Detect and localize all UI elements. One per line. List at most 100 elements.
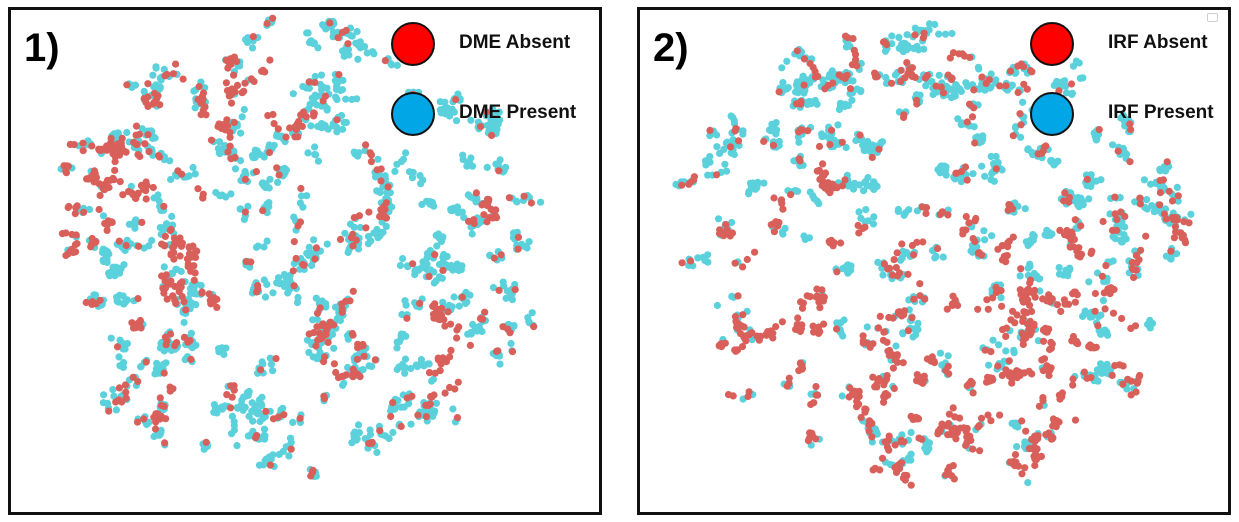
point-present	[238, 396, 246, 404]
point-present	[713, 301, 721, 310]
point-absent	[734, 137, 743, 145]
point-present	[379, 228, 387, 236]
point-present	[355, 39, 363, 47]
point-present	[478, 327, 486, 336]
point-absent	[171, 342, 179, 350]
point-absent	[176, 252, 184, 260]
point-absent	[156, 394, 164, 402]
point-absent	[184, 255, 192, 263]
point-absent	[949, 49, 958, 57]
point-present	[140, 244, 148, 252]
point-absent	[155, 152, 163, 160]
point-absent	[422, 413, 430, 421]
point-present	[728, 218, 736, 227]
point-absent	[998, 302, 1006, 310]
point-absent	[908, 70, 916, 78]
point-present	[212, 188, 220, 197]
point-present	[1045, 229, 1053, 237]
point-absent	[1066, 243, 1074, 251]
point-absent	[1031, 432, 1039, 440]
point-absent	[1061, 231, 1069, 239]
point-present	[311, 72, 319, 81]
point-present	[353, 95, 361, 103]
point-present	[191, 170, 199, 178]
point-present	[537, 198, 545, 206]
point-absent	[1027, 67, 1035, 75]
point-absent	[64, 203, 72, 212]
point-absent	[987, 417, 995, 425]
point-absent	[349, 287, 357, 295]
point-present	[269, 367, 277, 375]
point-absent	[290, 238, 298, 246]
point-absent	[66, 140, 74, 148]
point-absent	[966, 100, 974, 108]
point-absent	[898, 240, 906, 248]
point-present	[132, 216, 140, 224]
point-absent	[1009, 307, 1017, 315]
point-absent	[356, 373, 364, 381]
point-absent	[1163, 158, 1171, 166]
point-absent	[956, 414, 964, 422]
point-absent	[142, 195, 150, 203]
point-present	[365, 362, 373, 370]
point-absent	[986, 376, 994, 384]
point-absent	[504, 325, 512, 333]
point-absent	[287, 445, 295, 453]
point-absent	[132, 191, 141, 199]
point-absent	[1048, 340, 1056, 348]
point-present	[121, 345, 129, 353]
point-absent	[368, 439, 376, 447]
point-absent	[317, 335, 325, 343]
point-absent	[1087, 249, 1095, 258]
point-absent	[975, 249, 983, 257]
point-absent	[829, 79, 837, 87]
point-present	[729, 113, 737, 122]
point-absent	[917, 375, 925, 383]
point-absent	[187, 355, 195, 363]
point-absent	[760, 137, 768, 145]
point-absent	[994, 362, 1002, 370]
point-absent	[1039, 295, 1047, 303]
point-absent	[869, 340, 877, 348]
point-absent	[85, 175, 93, 183]
point-absent	[416, 299, 424, 307]
point-absent	[1007, 316, 1015, 324]
point-present	[342, 118, 350, 127]
scatter-panel-2: 2) IRF Absent IRF Present	[637, 7, 1231, 515]
point-present	[1109, 141, 1117, 149]
point-absent	[320, 392, 328, 400]
point-absent	[184, 338, 192, 346]
point-absent	[971, 217, 979, 225]
point-present	[299, 203, 307, 211]
point-absent	[229, 55, 237, 63]
point-absent	[1016, 110, 1024, 118]
point-absent	[311, 255, 319, 263]
point-present	[672, 180, 680, 188]
point-present	[297, 192, 306, 200]
point-present	[389, 428, 397, 437]
point-present	[985, 361, 993, 369]
point-absent	[865, 421, 873, 429]
point-present	[366, 426, 374, 434]
point-present	[496, 156, 504, 164]
point-present	[980, 227, 988, 235]
point-present	[449, 405, 457, 413]
point-absent	[868, 153, 876, 161]
point-present	[186, 290, 195, 298]
point-absent	[837, 239, 845, 247]
point-present	[782, 85, 790, 93]
point-absent	[218, 124, 226, 132]
point-present	[462, 299, 470, 308]
point-absent	[1069, 375, 1077, 383]
point-absent	[948, 301, 957, 309]
point-absent	[907, 481, 915, 489]
point-absent	[162, 341, 170, 349]
point-absent	[336, 235, 345, 243]
point-absent	[145, 148, 153, 156]
point-present	[311, 150, 319, 159]
point-present	[753, 184, 761, 192]
point-absent	[172, 60, 180, 68]
point-present	[331, 77, 339, 85]
point-absent	[1072, 337, 1081, 345]
point-absent	[454, 378, 462, 386]
